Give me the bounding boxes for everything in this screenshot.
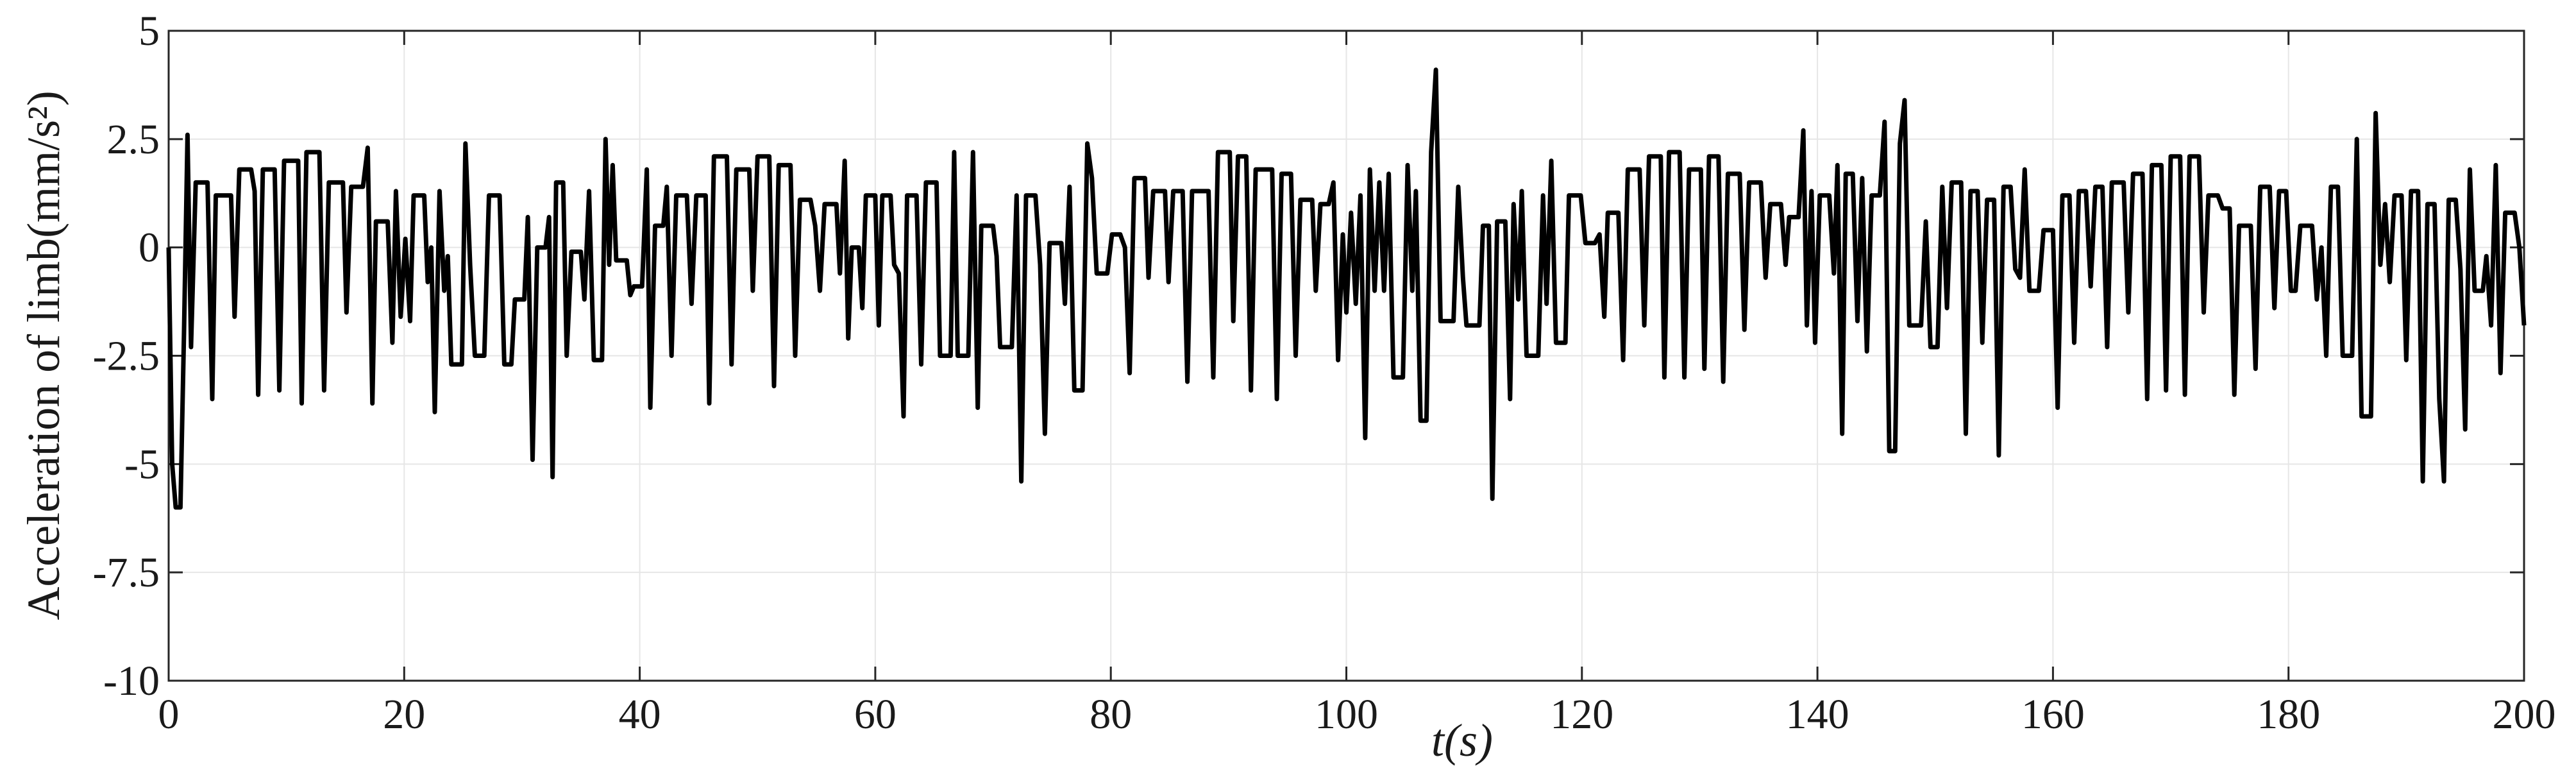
y-tick-label: -7.5 (93, 549, 160, 596)
x-tick-label: 100 (1315, 691, 1378, 738)
y-tick-labels: -10 -7.5 -5 -2.5 0 2.5 5 (93, 8, 160, 704)
x-tick-label: 160 (2021, 691, 2085, 738)
tick-marks (167, 30, 2525, 682)
y-tick-label: -5 (124, 441, 160, 488)
y-tick-label: -2.5 (93, 333, 160, 380)
x-tick-label: 20 (383, 691, 425, 738)
data-series (166, 67, 2527, 510)
y-tick-label: 0 (139, 225, 160, 271)
x-tick-label: 60 (854, 691, 897, 738)
y-tick-label: 2.5 (107, 116, 160, 163)
series-line (166, 67, 2527, 510)
x-tick-label: 40 (619, 691, 661, 738)
y-tick-label: 5 (139, 8, 160, 55)
x-tick-label: 180 (2257, 691, 2320, 738)
grid-lines (169, 31, 2524, 681)
x-tick-label: 200 (2493, 691, 2556, 738)
y-tick-label: -10 (103, 658, 160, 704)
y-axis-label: Acceleration of limb(mm/s²) (18, 90, 69, 620)
x-tick-label: 120 (1550, 691, 1613, 738)
x-tick-label: 140 (1786, 691, 1849, 738)
x-axis-label: t(s) (1431, 715, 1493, 766)
x-tick-label: 80 (1090, 691, 1132, 738)
x-tick-label: 0 (158, 691, 180, 738)
x-tick-labels: 0 20 40 60 80 100 120 140 160 180 200 (158, 691, 2556, 738)
